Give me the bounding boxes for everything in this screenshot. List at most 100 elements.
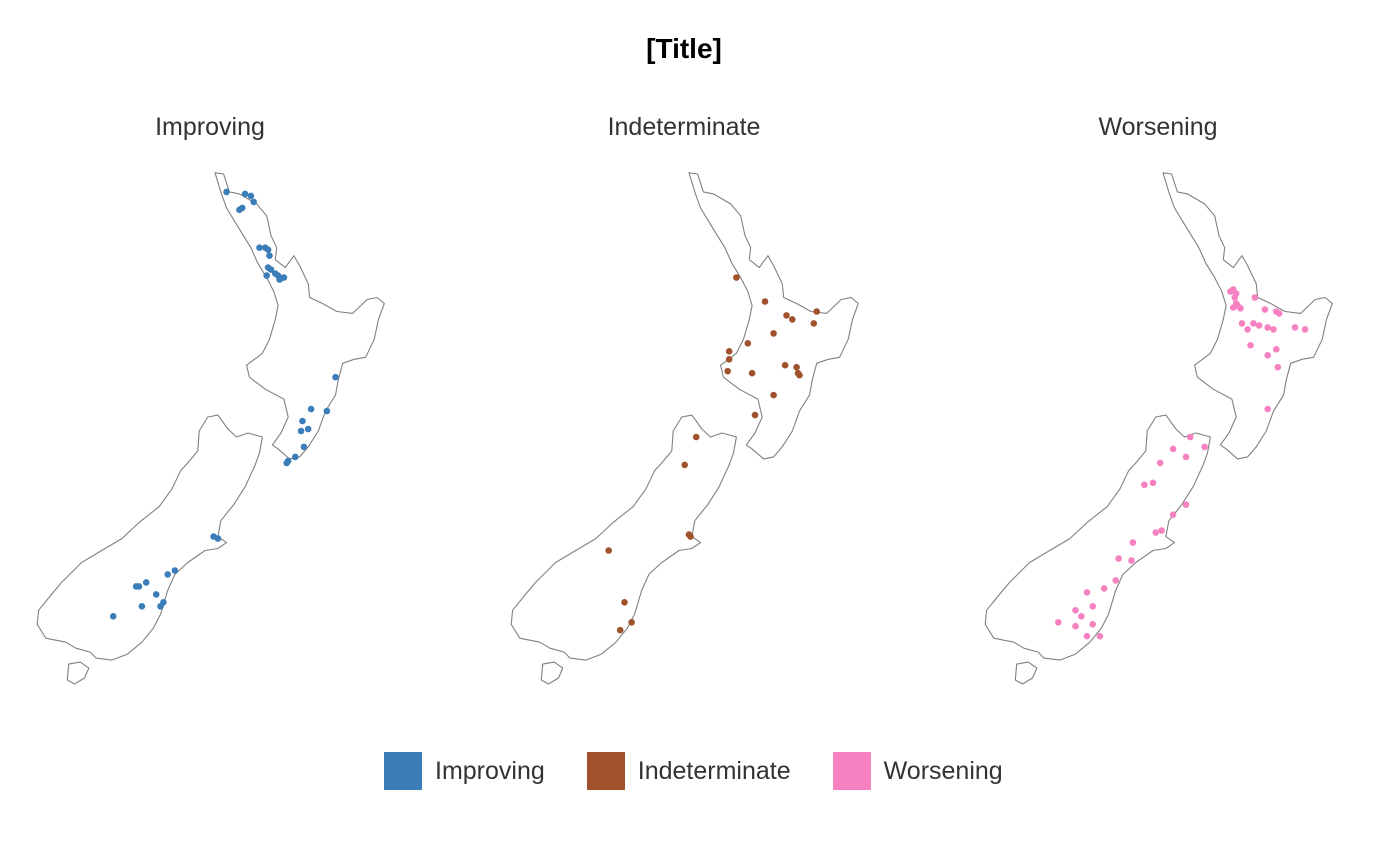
legend-item-indeterminate: Indeterminate: [586, 752, 791, 790]
stewart-island-outline: [540, 661, 564, 685]
site-marker: [1115, 555, 1122, 562]
legend-item-improving: Improving: [384, 752, 545, 790]
north-island-outline: [1162, 172, 1333, 460]
site-marker: [299, 417, 306, 425]
site-marker: [266, 252, 273, 259]
site-marker: [1100, 585, 1108, 592]
site-marker: [332, 373, 339, 381]
legend-swatch-worsening: [832, 752, 871, 790]
site-marker: [164, 571, 171, 578]
site-marker: [323, 407, 331, 415]
north-island-outline: [214, 172, 385, 460]
site-marker: [1264, 324, 1271, 331]
site-marker: [297, 427, 305, 435]
site-marker: [748, 369, 756, 377]
site-marker: [157, 603, 164, 610]
site-marker: [1261, 306, 1269, 313]
site-marker: [1247, 342, 1254, 349]
site-marker: [1128, 557, 1135, 564]
site-marker: [616, 626, 624, 634]
site-marker: [267, 266, 275, 273]
site-marker: [724, 367, 731, 375]
site-marker: [1141, 481, 1148, 489]
panel-title-improving: Improving: [155, 113, 265, 141]
site-marker: [1072, 607, 1079, 614]
site-marker: [247, 192, 255, 200]
site-marker: [1096, 632, 1104, 640]
map-panel-worsening: [984, 172, 1333, 685]
south-island-outline: [510, 414, 737, 661]
site-marker: [1264, 405, 1271, 413]
site-marker: [256, 244, 263, 251]
site-marker: [1270, 326, 1277, 333]
site-marker: [1291, 324, 1299, 331]
site-marker: [1083, 589, 1091, 596]
site-marker: [744, 340, 752, 347]
panel-title-indeterminate: Indeterminate: [607, 113, 761, 141]
site-marker: [796, 371, 803, 379]
site-marker: [263, 272, 270, 279]
site-marker: [733, 274, 740, 281]
site-marker: [681, 461, 688, 469]
site-marker: [770, 330, 777, 337]
site-marker: [1055, 619, 1062, 626]
site-marker: [274, 272, 282, 279]
site-marker: [793, 363, 800, 371]
site-marker: [1149, 479, 1157, 487]
site-marker: [1187, 433, 1194, 441]
site-marker: [250, 198, 257, 206]
site-marker: [132, 583, 140, 590]
map-title: [Title]: [646, 33, 722, 64]
site-marker: [223, 188, 230, 196]
site-marker: [1201, 443, 1208, 451]
site-marker: [621, 599, 628, 606]
site-marker: [751, 411, 759, 419]
site-marker: [1255, 322, 1263, 329]
site-marker: [1169, 445, 1177, 453]
legend-label-improving: Improving: [435, 756, 545, 785]
site-marker: [725, 348, 733, 355]
site-marker: [810, 320, 818, 327]
site-marker: [1274, 363, 1282, 371]
site-marker: [239, 204, 246, 212]
north-island-outline: [688, 172, 859, 460]
site-marker: [1078, 613, 1085, 620]
site-marker: [1273, 346, 1280, 353]
site-marker: [304, 425, 312, 433]
site-marker: [1129, 539, 1137, 546]
site-marker: [725, 356, 733, 363]
site-marker: [770, 391, 777, 399]
site-marker: [1182, 501, 1190, 509]
site-marker: [1264, 352, 1271, 359]
site-marker: [1237, 305, 1244, 312]
site-marker: [605, 547, 612, 554]
site-marker: [264, 246, 272, 253]
site-marker: [171, 567, 179, 574]
site-marker: [214, 535, 222, 542]
site-marker: [307, 405, 315, 413]
site-marker: [1156, 459, 1164, 467]
stewart-island-outline: [1014, 661, 1038, 685]
south-island-outline: [36, 414, 263, 661]
site-marker: [241, 190, 249, 198]
site-marker: [628, 619, 635, 626]
legend: Improving Indeterminate Worsening: [384, 752, 1045, 790]
site-marker: [783, 312, 790, 319]
site-marker: [761, 298, 769, 305]
site-marker: [1250, 320, 1257, 327]
site-marker: [1158, 527, 1165, 534]
site-marker: [1301, 326, 1309, 333]
legend-label-worsening: Worsening: [883, 756, 1003, 785]
site-marker: [1083, 632, 1091, 640]
site-marker: [1182, 453, 1190, 461]
site-marker: [1169, 511, 1177, 518]
legend-swatch-indeterminate: [586, 752, 625, 790]
legend-item-worsening: Worsening: [832, 752, 1003, 790]
site-marker: [1238, 320, 1246, 327]
site-marker: [283, 459, 290, 467]
site-marker: [687, 533, 694, 540]
south-island-outline: [984, 414, 1211, 661]
legend-swatch-improving: [384, 752, 422, 790]
site-marker: [789, 316, 796, 323]
site-marker: [1275, 310, 1283, 317]
